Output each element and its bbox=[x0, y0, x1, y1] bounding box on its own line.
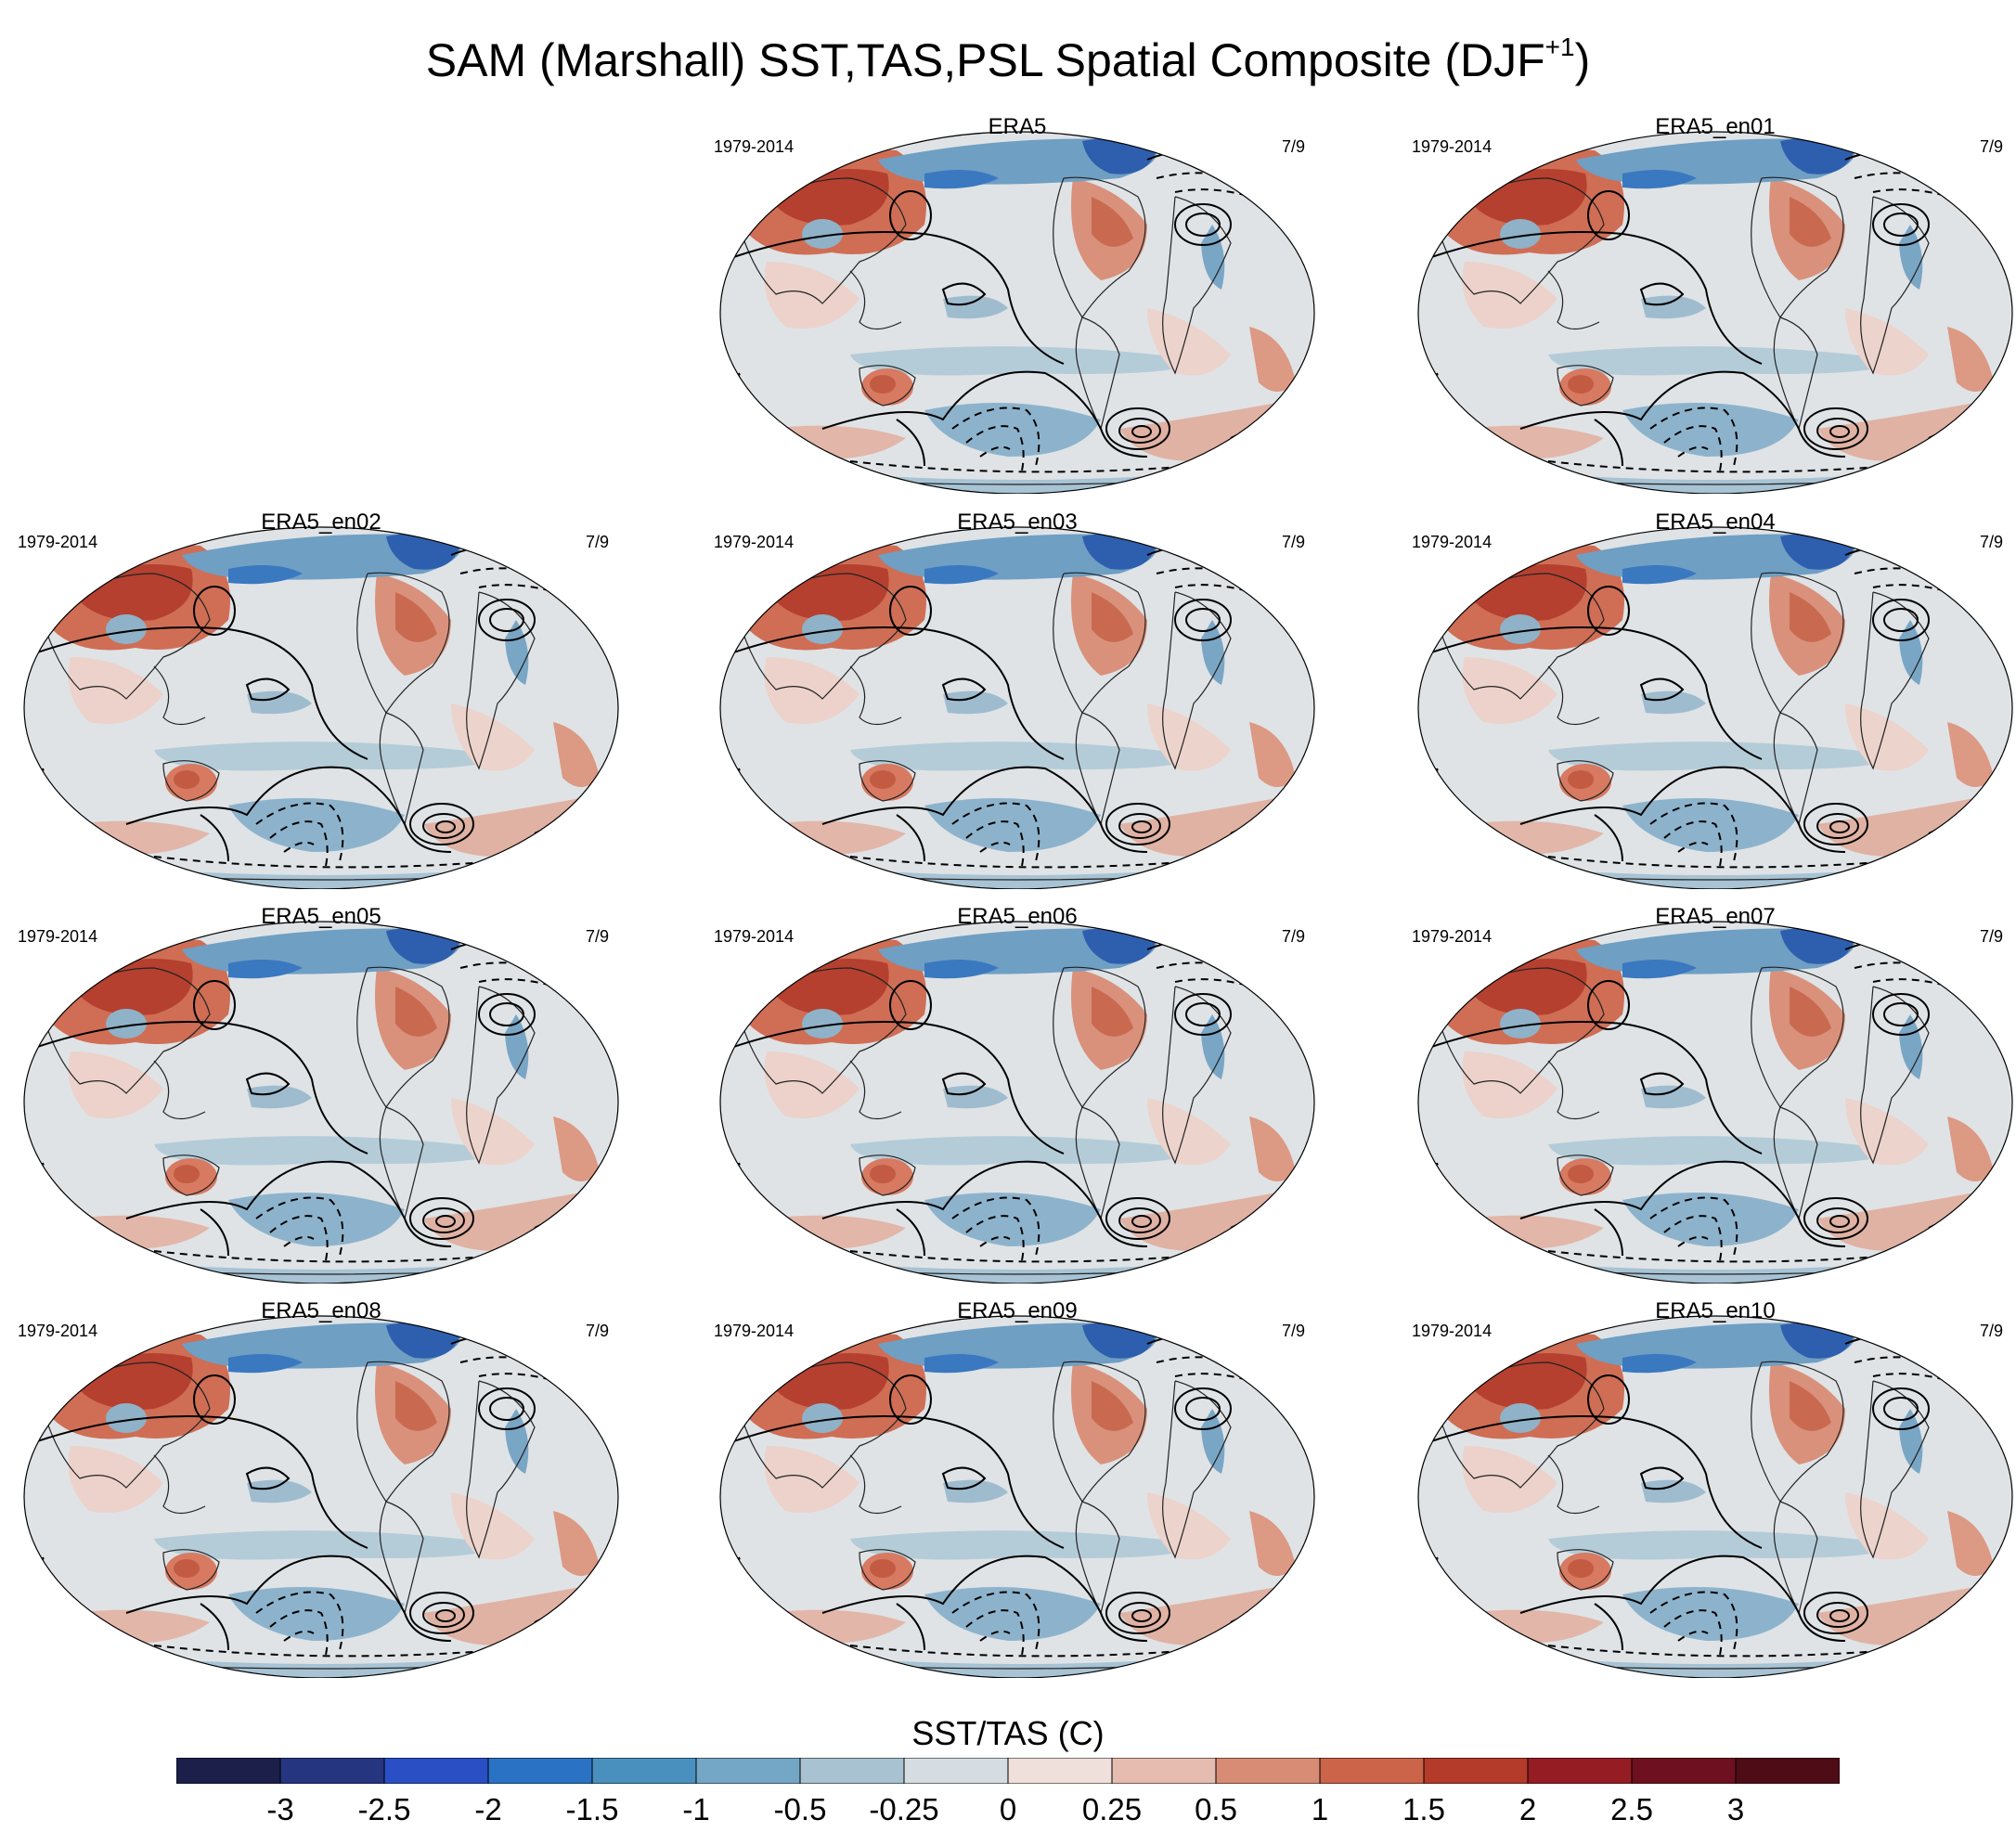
colorbar-tick-label: 0.25 bbox=[1081, 1792, 1143, 1826]
colorbar-tick-label: 1 bbox=[1311, 1792, 1329, 1826]
panel-en06: ERA5_en06 1979-2014 7/9 bbox=[711, 903, 1324, 1284]
map-en08 bbox=[23, 1315, 619, 1678]
panel-en03: ERA5_en03 1979-2014 7/9 bbox=[711, 509, 1324, 889]
colorbar-box bbox=[903, 1758, 1009, 1784]
colorbar-tick-label: 1.5 bbox=[1402, 1792, 1445, 1826]
map-en09 bbox=[719, 1315, 1315, 1678]
map-en06 bbox=[719, 921, 1315, 1284]
colorbar-box bbox=[1423, 1758, 1529, 1784]
panel-era5: ERA5 1979-2014 7/9 bbox=[711, 113, 1324, 494]
panel-title: ERA5_en06 bbox=[957, 904, 1078, 929]
panel-title: ERA5_en05 bbox=[261, 904, 381, 929]
panel-years: 1979-2014 bbox=[1412, 533, 1493, 551]
colorbar-tick-label: 0 bbox=[999, 1792, 1017, 1826]
panel-count: 7/9 bbox=[1281, 137, 1305, 156]
colorbar-box bbox=[487, 1758, 593, 1784]
colorbar-tick-label: -3 bbox=[266, 1792, 294, 1826]
map-en04 bbox=[1417, 526, 2013, 889]
panel-title: ERA5_en02 bbox=[261, 510, 381, 535]
panel-count: 7/9 bbox=[1281, 533, 1305, 551]
panel-years: 1979-2014 bbox=[1412, 137, 1493, 156]
panel-years: 1979-2014 bbox=[1412, 1322, 1493, 1340]
colorbar-tick-label: 3 bbox=[1726, 1792, 1745, 1826]
panel-count: 7/9 bbox=[1979, 137, 2003, 156]
panel-count: 7/9 bbox=[1281, 1322, 1305, 1340]
panel-count: 7/9 bbox=[585, 1322, 609, 1340]
colorbar-box bbox=[591, 1758, 697, 1784]
colorbar-tick-label: 2 bbox=[1518, 1792, 1537, 1826]
map-en01 bbox=[1417, 131, 2013, 494]
panel-en04: ERA5_en04 1979-2014 7/9 bbox=[1409, 509, 2016, 889]
colorbar-box bbox=[176, 1758, 281, 1784]
panel-count: 7/9 bbox=[1979, 927, 2003, 946]
panel-count: 7/9 bbox=[585, 533, 609, 551]
panel-years: 1979-2014 bbox=[714, 1322, 795, 1340]
map-en05 bbox=[23, 921, 619, 1284]
colorbar-box bbox=[383, 1758, 489, 1784]
panel-count: 7/9 bbox=[1281, 927, 1305, 946]
colorbar-box bbox=[1111, 1758, 1217, 1784]
panel-count: 7/9 bbox=[585, 927, 609, 946]
colorbar-box bbox=[1631, 1758, 1737, 1784]
panel-en08: ERA5_en08 1979-2014 7/9 bbox=[15, 1297, 627, 1678]
panel-years: 1979-2014 bbox=[18, 927, 98, 946]
colorbar-title: SST/TAS (C) bbox=[911, 1714, 1105, 1752]
panel-en07: ERA5_en07 1979-2014 7/9 bbox=[1409, 903, 2016, 1284]
panel-en10: ERA5_en10 1979-2014 7/9 bbox=[1409, 1297, 2016, 1678]
panel-years: 1979-2014 bbox=[714, 927, 795, 946]
figure-title: SAM (Marshall) SST,TAS,PSL Spatial Compo… bbox=[425, 32, 1591, 87]
panel-en09: ERA5_en09 1979-2014 7/9 bbox=[711, 1297, 1324, 1678]
map-en10 bbox=[1417, 1315, 2013, 1678]
panel-title: ERA5_en01 bbox=[1655, 114, 1776, 139]
map-en03 bbox=[719, 526, 1315, 889]
colorbar-box bbox=[279, 1758, 385, 1784]
panel-title: ERA5_en08 bbox=[261, 1298, 381, 1323]
map-en02 bbox=[23, 526, 619, 889]
panel-en01: ERA5_en01 1979-2014 7/9 bbox=[1409, 113, 2016, 494]
panel-count: 7/9 bbox=[1979, 1322, 2003, 1340]
colorbar-tick-label: 0.5 bbox=[1195, 1792, 1237, 1826]
map-en07 bbox=[1417, 921, 2013, 1284]
panel-years: 1979-2014 bbox=[1412, 927, 1493, 946]
colorbar-box bbox=[799, 1758, 905, 1784]
colorbar-tick-label: -2.5 bbox=[357, 1792, 411, 1826]
colorbar-box bbox=[1735, 1758, 1840, 1784]
panel-title: ERA5_en09 bbox=[957, 1298, 1078, 1323]
colorbar-tick-label: 2.5 bbox=[1610, 1792, 1653, 1826]
colorbar bbox=[176, 1758, 1840, 1784]
panel-years: 1979-2014 bbox=[18, 533, 98, 551]
panel-en05: ERA5_en05 1979-2014 7/9 bbox=[15, 903, 627, 1284]
panel-title: ERA5 bbox=[988, 114, 1047, 139]
panel-years: 1979-2014 bbox=[18, 1322, 98, 1340]
colorbar-box bbox=[1215, 1758, 1321, 1784]
colorbar-tick-label: -1 bbox=[682, 1792, 710, 1826]
colorbar-tick-label: -0.5 bbox=[773, 1792, 827, 1826]
colorbar-box bbox=[1007, 1758, 1113, 1784]
colorbar-box bbox=[1527, 1758, 1633, 1784]
panel-title: ERA5_en07 bbox=[1655, 904, 1776, 929]
panel-title: ERA5_en10 bbox=[1655, 1298, 1776, 1323]
panel-years: 1979-2014 bbox=[714, 137, 795, 156]
colorbar-tick-label: -0.25 bbox=[869, 1792, 939, 1826]
panel-count: 7/9 bbox=[1979, 533, 2003, 551]
colorbar-tick-label: -1.5 bbox=[565, 1792, 619, 1826]
panel-title: ERA5_en04 bbox=[1655, 510, 1776, 535]
colorbar-box bbox=[1319, 1758, 1425, 1784]
colorbar-tick-label: -2 bbox=[474, 1792, 502, 1826]
panel-years: 1979-2014 bbox=[714, 533, 795, 551]
colorbar-box bbox=[695, 1758, 801, 1784]
panel-title: ERA5_en03 bbox=[957, 510, 1078, 535]
map-era5 bbox=[719, 131, 1315, 494]
panel-en02: ERA5_en02 1979-2014 7/9 bbox=[15, 509, 627, 889]
